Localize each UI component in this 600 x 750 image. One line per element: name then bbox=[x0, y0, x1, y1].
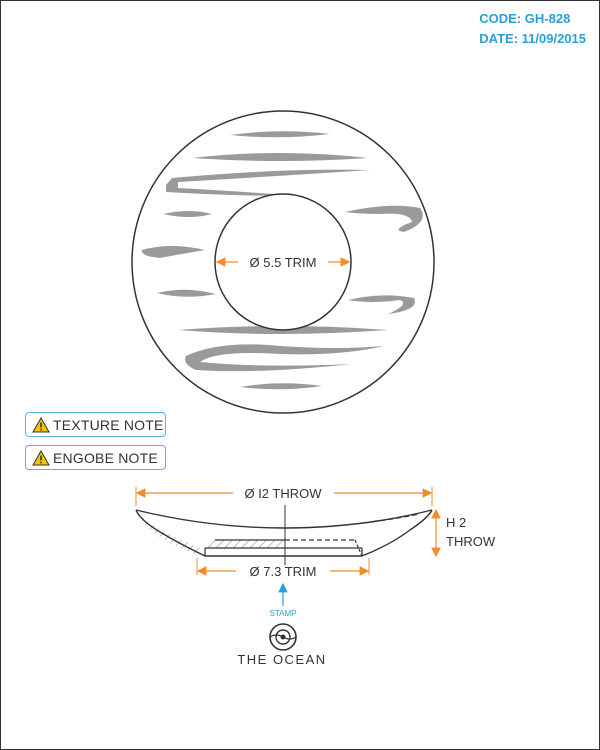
code-label: CODE: GH-828 bbox=[479, 11, 571, 26]
engobe-note-button[interactable]: ENGOBE NOTE bbox=[25, 445, 166, 470]
throw-diameter-label: Ø I2 THROW bbox=[244, 486, 322, 501]
engobe-note-label: ENGOBE NOTE bbox=[53, 449, 158, 466]
stamp-label: STAMP bbox=[270, 609, 297, 618]
title-block: CODE: GH-828 DATE: 11/09/2015 bbox=[479, 9, 586, 49]
throw-diameter-dimension: Ø I2 THROW bbox=[135, 486, 433, 506]
inner-diameter-dimension: Ø 5.5 TRIM bbox=[215, 255, 351, 270]
plate-inner-well bbox=[214, 193, 352, 331]
side-view-profile bbox=[135, 505, 433, 565]
date-label: DATE: 11/09/2015 bbox=[479, 31, 586, 46]
ocean-logo-icon bbox=[269, 623, 297, 651]
warning-icon bbox=[32, 449, 50, 465]
stamp-callout: STAMP bbox=[270, 582, 297, 618]
texture-note-label: TEXTURE NOTE bbox=[53, 416, 164, 433]
brand-name: THE OCEAN bbox=[237, 652, 327, 667]
warning-icon bbox=[32, 416, 50, 432]
inner-diameter-label: Ø 5.5 TRIM bbox=[250, 255, 317, 270]
height-label-line1: H 2 bbox=[446, 515, 466, 530]
texture-strokes bbox=[141, 131, 423, 390]
base-diameter-dimension: Ø 7.3 TRIM bbox=[196, 558, 370, 579]
height-dimension: H 2 THROW bbox=[431, 508, 496, 558]
base-diameter-label: Ø 7.3 TRIM bbox=[250, 564, 317, 579]
height-label-line2: THROW bbox=[446, 534, 496, 549]
texture-note-button[interactable]: TEXTURE NOTE bbox=[25, 412, 166, 437]
brand-block: THE OCEAN bbox=[232, 650, 332, 667]
top-view-plate bbox=[131, 110, 435, 414]
